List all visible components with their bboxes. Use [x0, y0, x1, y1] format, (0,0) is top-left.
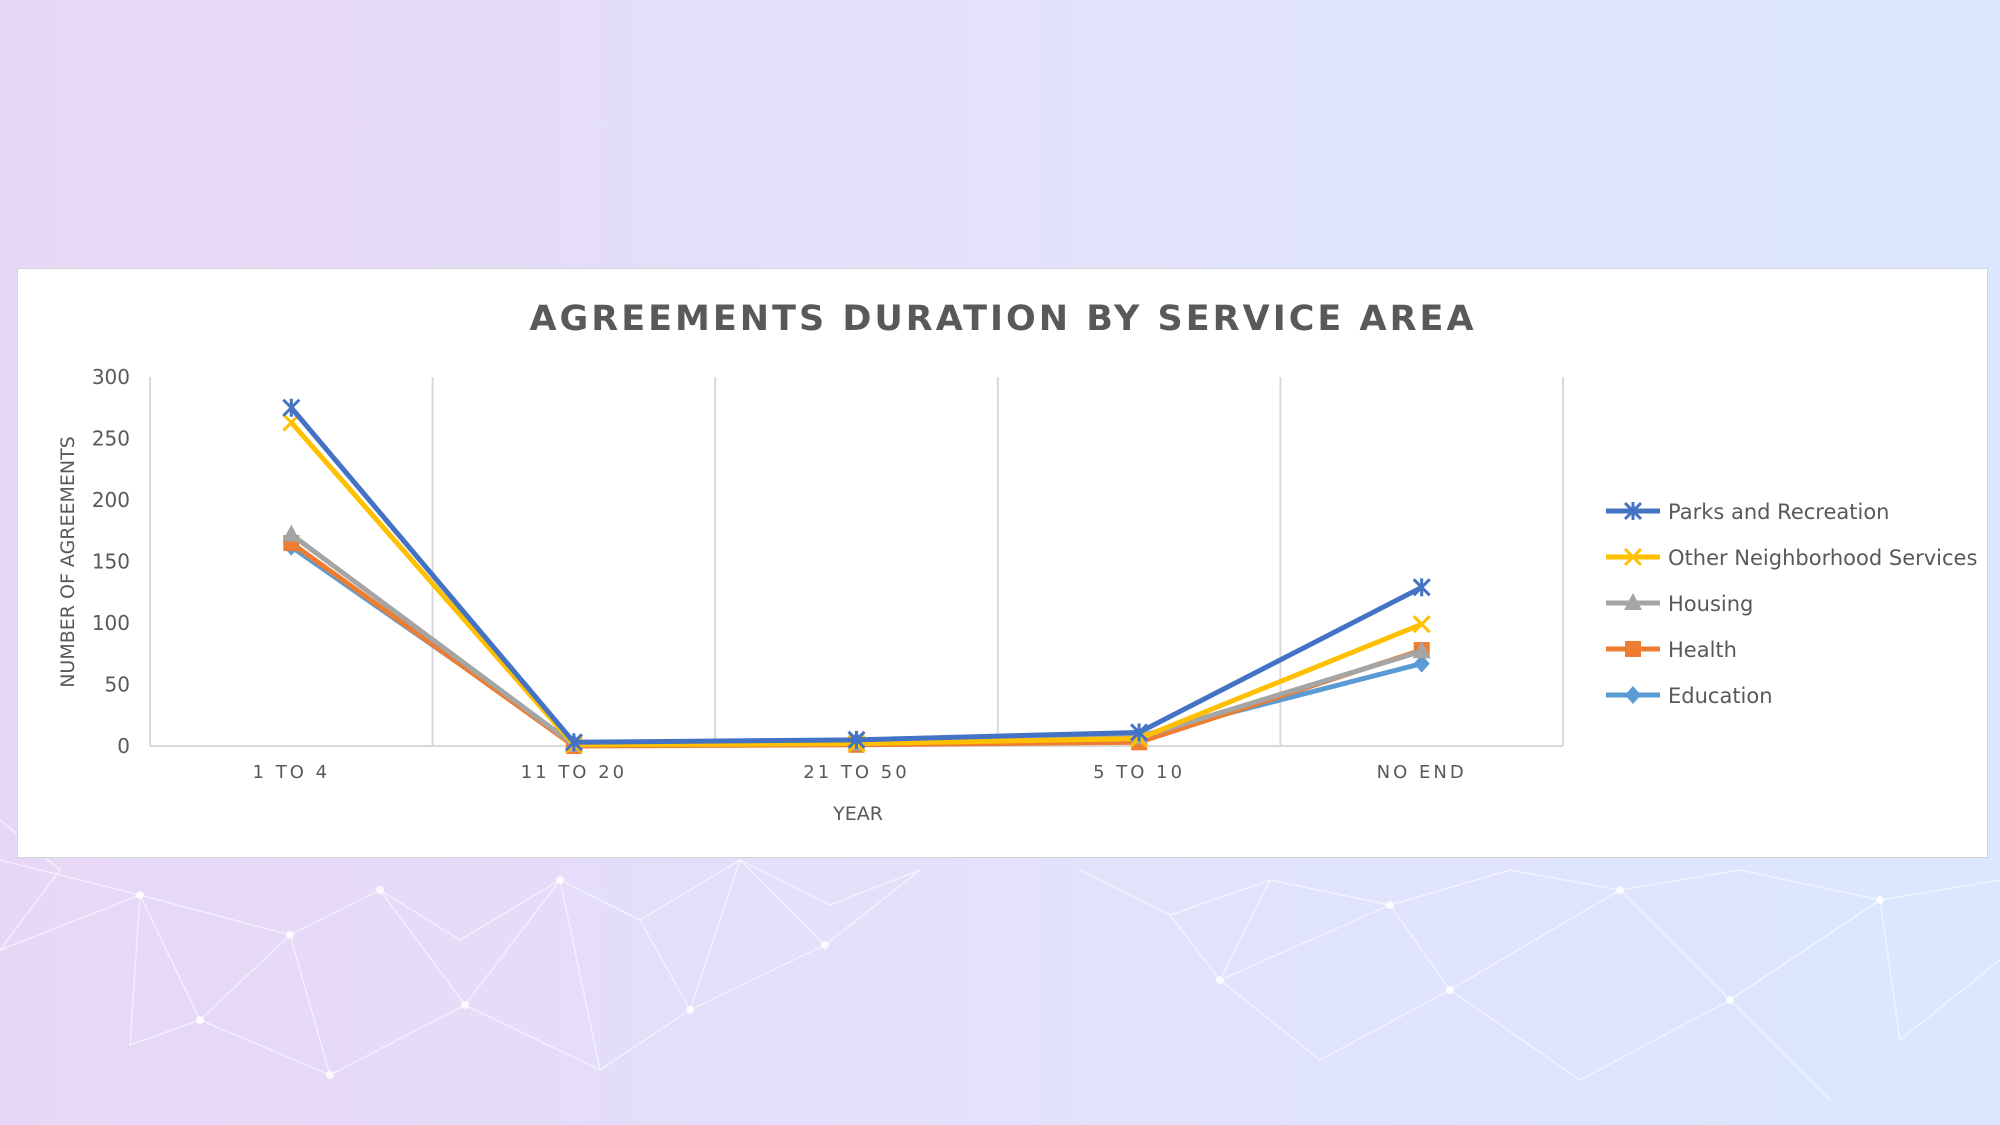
data-point-marker: [1625, 686, 1641, 704]
chart-axes: 0 50 100 150 200 250 300 1 TO 4 11 TO 20 21 TO 50…: [92, 365, 1563, 783]
legend-label: Parks and Recreation: [1668, 500, 1889, 524]
x-tick-label: 5 TO 10: [1093, 762, 1185, 783]
legend-item: Parks and Recreation: [1606, 500, 1889, 524]
chart-gridlines: [149, 377, 1564, 746]
data-point-marker: [1412, 578, 1431, 597]
data-point-marker: [1412, 641, 1431, 659]
data-point-marker: [847, 730, 866, 749]
data-point-marker: [282, 524, 301, 542]
legend-item: Health: [1606, 638, 1737, 662]
data-point-marker: [1625, 641, 1641, 657]
series-line: [289, 420, 1423, 748]
data-point-marker: [282, 398, 301, 417]
data-point-marker: [1130, 723, 1149, 742]
x-tick-label: 21 TO 50: [803, 762, 909, 783]
x-tick-label: NO END: [1377, 762, 1467, 783]
legend-label: Housing: [1668, 592, 1753, 616]
data-point-marker: [564, 733, 583, 752]
legend-item: Housing: [1606, 592, 1753, 616]
series-education: [283, 537, 1430, 753]
legend-item: Other Neighborhood Services: [1606, 546, 1977, 570]
line-chart: AGREEMENTS DURATION BY SERVICE AREA 0 50 1…: [57, 299, 1977, 825]
y-tick-label: 50: [105, 673, 130, 697]
data-point-marker: [1412, 615, 1431, 634]
series-housing: [282, 524, 1431, 752]
series-line: [289, 541, 1423, 749]
series-line: [289, 544, 1423, 747]
y-tick-label: 250: [92, 427, 130, 451]
x-tick-label: 1 TO 4: [253, 762, 331, 783]
y-tick-label: 150: [92, 550, 130, 574]
data-point-marker: [1624, 593, 1642, 610]
data-point-marker: [1623, 547, 1643, 567]
y-tick-label: 300: [92, 365, 130, 389]
chart-series: [282, 398, 1431, 754]
series-health: [283, 535, 1430, 754]
legend-label: Other Neighborhood Services: [1668, 546, 1977, 570]
x-tick-label: 11 TO 20: [521, 762, 627, 783]
legend-item: Education: [1606, 684, 1773, 708]
legend-label: Health: [1668, 638, 1737, 662]
y-axis-label: NUMBER OF AGREEMENTS: [57, 436, 79, 688]
y-tick-label: 200: [92, 488, 130, 512]
series-line: [289, 532, 1423, 748]
data-point-marker: [1623, 501, 1643, 521]
y-tick-label: 100: [92, 611, 130, 635]
chart-card: AGREEMENTS DURATION BY SERVICE AREA 0 50 1…: [17, 268, 1988, 858]
chart-title: AGREEMENTS DURATION BY SERVICE AREA: [529, 299, 1476, 339]
x-axis-label: YEAR: [832, 803, 883, 825]
series-parks: [282, 398, 1431, 752]
y-tick-label: 0: [117, 734, 130, 758]
data-point-marker: [1413, 654, 1430, 673]
legend-label: Education: [1668, 684, 1773, 708]
chart-legend: Parks and Recreation Other Neighborhood S…: [1606, 500, 1977, 708]
